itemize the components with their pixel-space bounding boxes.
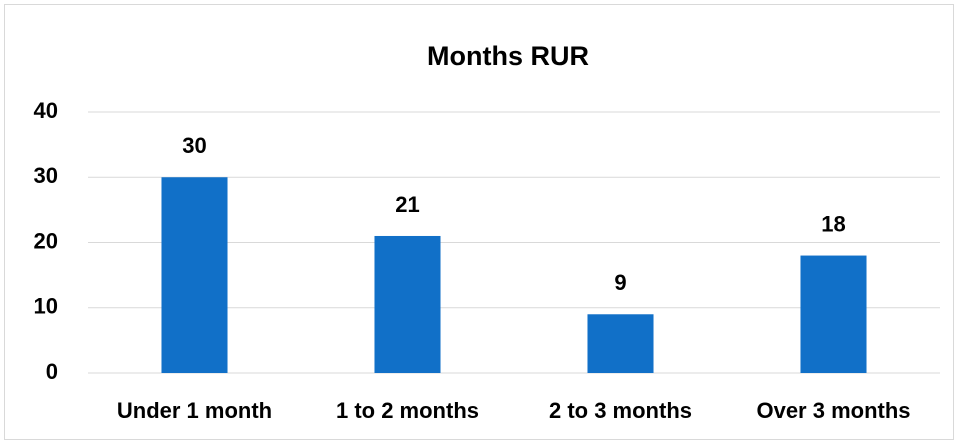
data-label: 30 <box>182 133 206 158</box>
bar <box>374 235 441 373</box>
x-tick-label: Over 3 months <box>756 398 910 423</box>
x-tick-label: Under 1 month <box>117 398 272 423</box>
data-label: 21 <box>395 192 419 217</box>
x-tick-label: 1 to 2 months <box>336 398 479 423</box>
data-label: 18 <box>821 211 845 236</box>
bar <box>161 177 228 373</box>
y-tick-label: 10 <box>34 294 58 319</box>
chart-title: Months RUR <box>427 41 589 71</box>
bar <box>587 314 654 373</box>
y-tick-label: 30 <box>34 163 58 188</box>
y-tick-label: 40 <box>34 98 58 123</box>
y-tick-label: 0 <box>46 359 58 384</box>
bar <box>800 255 867 373</box>
data-label: 9 <box>614 270 626 295</box>
y-tick-label: 20 <box>34 228 58 253</box>
x-tick-label: 2 to 3 months <box>549 398 692 423</box>
